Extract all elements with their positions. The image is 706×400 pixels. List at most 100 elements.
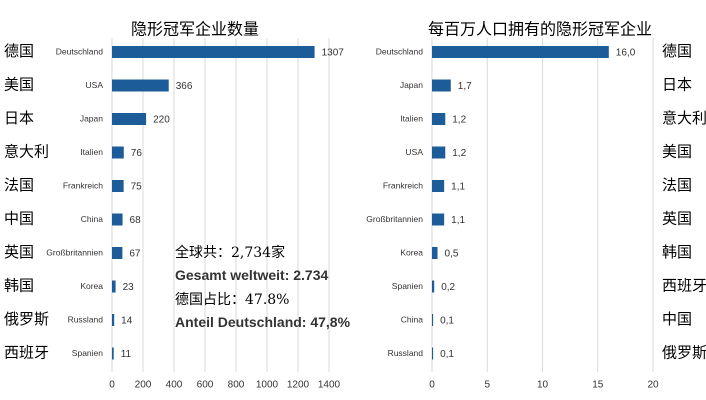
value-label: 23 xyxy=(123,282,135,293)
category-translation: 德国 xyxy=(662,42,692,60)
value-label: 220 xyxy=(153,115,170,126)
category-label: USA xyxy=(86,80,104,90)
value-label: 1307 xyxy=(322,48,345,59)
category-translation: 法国 xyxy=(4,176,34,194)
category-translation: 俄罗斯 xyxy=(4,310,49,328)
category-translation: 韩国 xyxy=(4,277,34,295)
category-translation: 德国 xyxy=(4,42,34,60)
category-translation: 日本 xyxy=(662,76,692,94)
bar xyxy=(432,347,434,360)
category-translation: 美国 xyxy=(4,76,34,94)
x-tick-label: 400 xyxy=(166,380,183,391)
category-translation: 意大利 xyxy=(662,109,706,127)
category-label: Italien xyxy=(400,113,423,123)
value-label: 0,1 xyxy=(440,316,454,327)
category-label: Deutschland xyxy=(56,46,104,56)
value-label: 1,2 xyxy=(452,148,466,159)
category-translation: 日本 xyxy=(4,109,34,127)
annotation: Anteil Deutschland: 47,8% xyxy=(175,314,351,330)
category-label: Japan xyxy=(400,80,423,90)
bar xyxy=(112,146,124,159)
category-label: Frankreich xyxy=(383,180,423,190)
value-label: 1,7 xyxy=(458,81,472,92)
category-label: Japan xyxy=(80,113,103,123)
chart-title: 每百万人口拥有的隐形冠军企业 xyxy=(428,20,652,39)
bar xyxy=(432,46,609,58)
bar xyxy=(112,213,123,226)
category-label: Deutschland xyxy=(376,46,424,56)
value-label: 1,1 xyxy=(451,182,465,193)
category-label: Italien xyxy=(80,147,103,157)
x-tick-label: 800 xyxy=(228,380,245,391)
bar xyxy=(432,113,446,125)
category-translation: 中国 xyxy=(662,310,692,328)
x-tick-label: 1200 xyxy=(287,380,310,391)
chart-title: 隐形冠军企业数量 xyxy=(131,20,259,39)
bar xyxy=(112,113,147,125)
value-label: 0,5 xyxy=(445,249,459,260)
category-label: USA xyxy=(406,147,424,157)
category-label: Großbritannien xyxy=(46,247,103,257)
x-tick-label: 1000 xyxy=(256,380,279,391)
category-label: Russland xyxy=(388,348,424,358)
category-translation: 美国 xyxy=(662,143,692,161)
value-label: 14 xyxy=(121,316,133,327)
x-tick-label: 15 xyxy=(592,380,604,391)
category-translation: 西班牙 xyxy=(4,344,49,362)
annotation: 德国占比：47.8% xyxy=(175,292,289,308)
x-tick-label: 0 xyxy=(429,380,435,391)
category-label: Russland xyxy=(68,314,104,324)
bar xyxy=(432,180,445,192)
category-label: Spanien xyxy=(72,348,103,358)
bar xyxy=(432,280,435,293)
x-tick-label: 0 xyxy=(109,380,115,391)
value-label: 11 xyxy=(121,349,132,360)
bar xyxy=(432,79,451,92)
bar xyxy=(112,79,169,92)
value-label: 68 xyxy=(130,215,142,226)
category-translation: 英国 xyxy=(662,210,692,228)
x-tick-label: 10 xyxy=(537,380,549,391)
value-label: 67 xyxy=(129,249,141,260)
value-label: 75 xyxy=(131,182,143,193)
value-label: 1,2 xyxy=(452,115,466,126)
category-label: China xyxy=(401,314,423,324)
value-label: 16,0 xyxy=(616,48,636,59)
x-tick-label: 5 xyxy=(484,380,490,391)
x-tick-label: 20 xyxy=(647,380,659,391)
annotation: 全球共：2,734家 xyxy=(175,244,285,261)
value-label: 0,2 xyxy=(441,282,455,293)
bar xyxy=(112,180,124,192)
category-translation: 西班牙 xyxy=(662,277,706,295)
category-translation: 俄罗斯 xyxy=(662,344,706,362)
bar xyxy=(432,146,446,159)
annotation: Gesamt weltweit: 2.734 xyxy=(175,267,329,283)
bar xyxy=(432,213,445,226)
category-label: Frankreich xyxy=(63,180,103,190)
category-translation: 意大利 xyxy=(4,143,49,161)
category-label: Spanien xyxy=(392,281,423,291)
bar xyxy=(112,46,315,58)
category-translation: 韩国 xyxy=(662,243,692,261)
category-label: Korea xyxy=(80,281,103,291)
value-label: 1,1 xyxy=(451,215,465,226)
category-translation: 中国 xyxy=(4,210,34,228)
bar xyxy=(432,247,438,259)
x-tick-label: 200 xyxy=(135,380,152,391)
category-translation: 英国 xyxy=(4,243,34,261)
bar xyxy=(112,347,114,360)
category-label: Großbritannien xyxy=(366,214,423,224)
bar xyxy=(432,314,434,326)
category-label: Korea xyxy=(400,247,423,257)
value-label: 0,1 xyxy=(440,349,454,360)
x-tick-label: 1400 xyxy=(318,380,341,391)
value-label: 76 xyxy=(131,148,143,159)
category-translation: 法国 xyxy=(662,176,692,194)
x-tick-label: 600 xyxy=(197,380,214,391)
category-label: China xyxy=(81,214,103,224)
bar xyxy=(112,280,116,293)
bar xyxy=(112,247,123,259)
value-label: 366 xyxy=(176,81,193,92)
bar xyxy=(112,314,115,326)
